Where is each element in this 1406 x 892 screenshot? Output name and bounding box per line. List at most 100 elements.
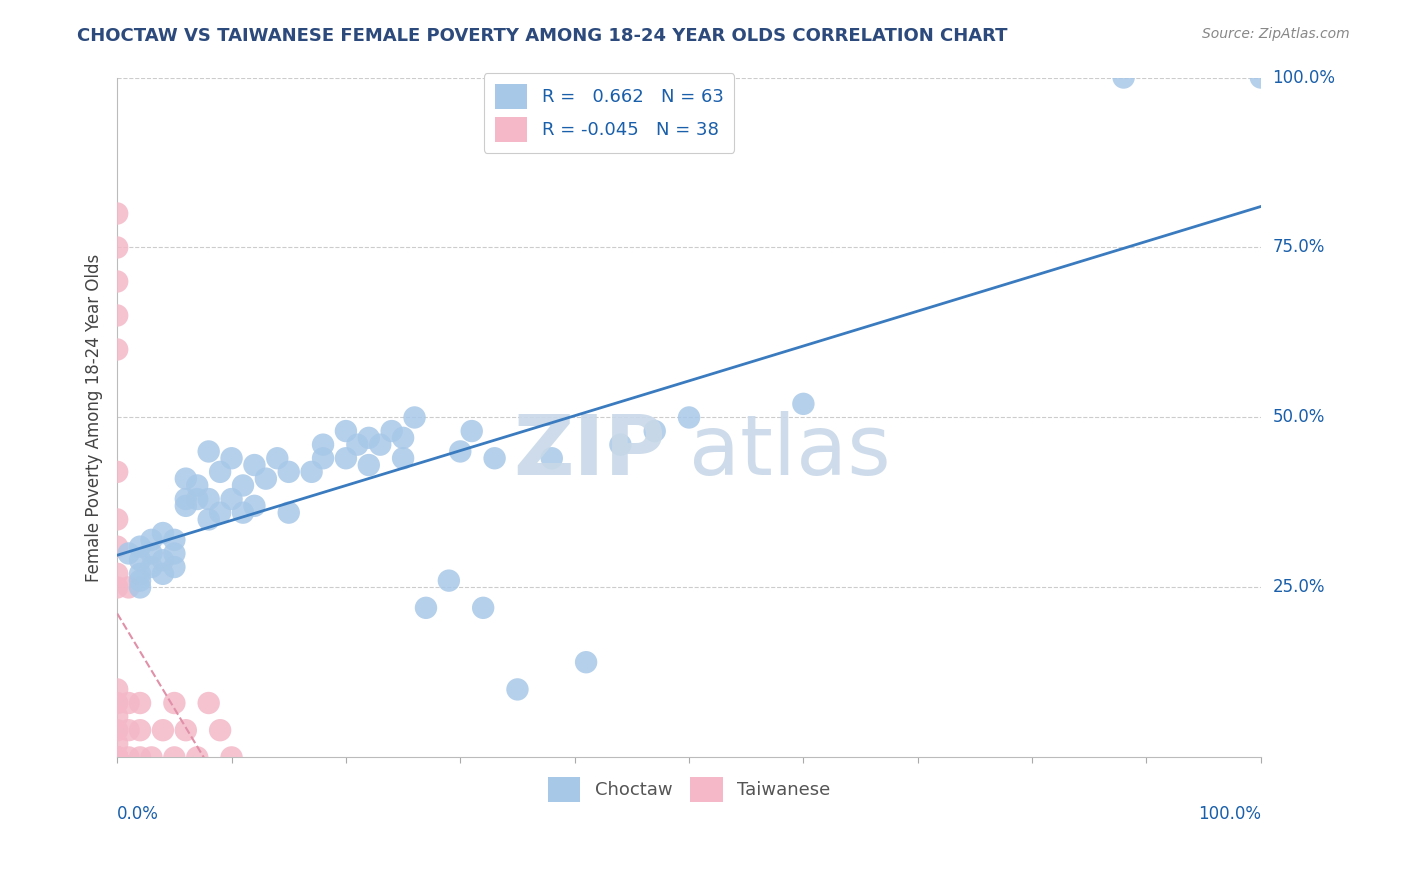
Point [129,553,152,567]
Point [105,750,128,764]
Point [575,655,598,669]
Point [221,750,243,764]
Point [221,491,243,506]
Point [105,343,128,357]
Point [105,275,128,289]
Point [415,600,437,615]
Point [105,750,128,764]
Point [174,472,197,486]
Point [141,560,163,574]
Point [186,750,208,764]
Point [105,566,128,581]
Point [105,465,128,479]
Point [186,491,208,506]
Point [105,240,128,254]
Point [105,709,128,723]
Point [129,696,152,710]
Point [209,506,232,520]
Point [392,431,415,445]
Point [357,458,380,472]
Point [105,750,128,764]
Point [243,499,266,513]
Point [129,574,152,588]
Point [174,723,197,738]
Point [232,478,254,492]
Point [1250,70,1272,85]
Point [117,750,139,764]
Text: 50.0%: 50.0% [1272,409,1324,426]
Point [152,526,174,541]
Point [105,581,128,595]
Text: 25.0%: 25.0% [1272,578,1324,597]
Point [117,581,139,595]
Point [105,696,128,710]
Point [277,506,299,520]
Point [357,431,380,445]
Point [392,451,415,466]
Point [129,540,152,554]
Point [141,750,163,764]
Point [105,512,128,526]
Point [152,566,174,581]
Point [129,581,152,595]
Point [197,491,219,506]
Point [461,424,484,438]
Point [117,696,139,710]
Point [346,437,368,451]
Point [301,465,323,479]
Point [254,472,277,486]
Point [678,410,700,425]
Text: Source: ZipAtlas.com: Source: ZipAtlas.com [1202,27,1350,41]
Point [174,499,197,513]
Text: ZIP: ZIP [513,411,666,492]
Point [209,723,232,738]
Point [105,750,128,764]
Point [335,424,357,438]
Point [163,696,186,710]
Point [129,723,152,738]
Point [117,723,139,738]
Point [381,424,404,438]
Point [105,540,128,554]
Point [1112,70,1135,85]
Point [209,465,232,479]
Point [437,574,460,588]
Point [105,682,128,697]
Point [243,458,266,472]
Point [141,546,163,560]
Point [163,750,186,764]
Point [117,546,139,560]
Text: 75.0%: 75.0% [1272,238,1324,257]
Point [105,750,128,764]
Point [141,533,163,547]
Text: CHOCTAW VS TAIWANESE FEMALE POVERTY AMONG 18-24 YEAR OLDS CORRELATION CHART: CHOCTAW VS TAIWANESE FEMALE POVERTY AMON… [77,27,1008,45]
Point [312,437,335,451]
Point [163,533,186,547]
Point [335,451,357,466]
Point [105,723,128,738]
Point [174,491,197,506]
Point [506,682,529,697]
Point [266,451,288,466]
Point [540,451,562,466]
Point [152,553,174,567]
Point [197,696,219,710]
Point [484,451,506,466]
Point [105,750,128,764]
Point [129,566,152,581]
Point [152,723,174,738]
Point [609,437,631,451]
Point [163,560,186,574]
Text: 0.0%: 0.0% [117,805,159,823]
Point [404,410,426,425]
Point [221,451,243,466]
Point [129,750,152,764]
Point [105,206,128,220]
Point [312,451,335,466]
Point [105,750,128,764]
Point [449,444,471,458]
Text: 100.0%: 100.0% [1198,805,1261,823]
Text: atlas: atlas [689,411,891,492]
Legend: Choctaw, Taiwanese: Choctaw, Taiwanese [540,770,838,810]
Point [197,512,219,526]
